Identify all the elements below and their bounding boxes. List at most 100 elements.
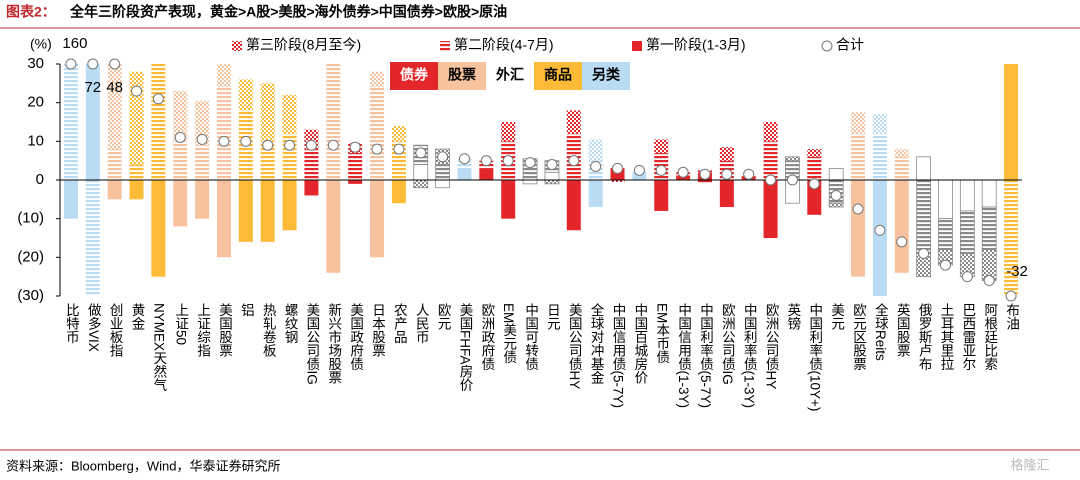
bar-segment [216, 64, 231, 88]
x-tick-label: 美国FHFA房价 [457, 303, 473, 392]
bar-segment [763, 141, 778, 180]
total-marker [830, 189, 842, 201]
x-tick-label: 螺纹钢 [282, 303, 298, 344]
x-tick-label: 欧元 [435, 303, 451, 330]
x-tick-label: 美国政府债 [348, 303, 364, 371]
x-tick-label: 上证综指 [195, 303, 211, 357]
bar-segment [632, 174, 647, 180]
bar-segment [129, 164, 144, 180]
bar-segment [566, 110, 581, 134]
bar-segment [916, 156, 932, 181]
bar-segment [326, 52, 340, 64]
bar-segment [894, 156, 909, 180]
x-tick-label: 英镑 [785, 303, 801, 330]
bar-segment [544, 179, 560, 185]
bar-segment [916, 179, 932, 254]
bar-segment [719, 147, 734, 161]
bar-segment [413, 179, 429, 189]
legend-label: 合计 [836, 37, 864, 53]
bar-segment [828, 167, 844, 181]
y-tick-label: 30 [27, 55, 44, 72]
bar-segment [370, 87, 385, 180]
total-marker [415, 147, 427, 159]
total-marker [393, 143, 405, 155]
x-tick-label: 欧元区股票 [851, 303, 867, 371]
total-marker [109, 58, 121, 70]
y-tick-label: 20 [27, 94, 44, 111]
bar-segment [763, 122, 778, 142]
total-marker [918, 247, 930, 259]
legend-swatch [440, 41, 450, 51]
total-marker [218, 135, 230, 147]
class-legend-label: 商品 [544, 67, 572, 83]
total-marker [808, 178, 820, 190]
bar-segment [1004, 335, 1018, 459]
x-tick-label: 布油 [1004, 303, 1020, 330]
y-tick-label: (10) [17, 210, 44, 227]
bar-segment [238, 180, 253, 242]
x-tick-label: EM本币债 [654, 303, 670, 364]
total-marker [786, 174, 798, 186]
total-marker [196, 133, 208, 145]
x-tick-label: 上证50 [173, 303, 189, 346]
bar-segment [588, 180, 603, 208]
bar-segment [304, 180, 319, 196]
bar-segment [370, 180, 385, 258]
total-marker [677, 166, 689, 178]
data-label: 160 [62, 35, 87, 52]
bar-segment [807, 149, 822, 157]
bar-segment [872, 133, 887, 180]
bar-segment [85, 180, 100, 296]
x-tick-label: 欧洲公司债HY [763, 303, 779, 390]
bar-segment [807, 180, 822, 215]
x-tick-label: 中国信用债(1-3Y) [676, 303, 692, 409]
bar-segment [107, 149, 122, 180]
bar-segment [981, 179, 997, 208]
data-label: -32 [1006, 263, 1028, 280]
legend-swatch [821, 40, 833, 52]
bar-segment [1004, 180, 1019, 296]
total-marker [896, 236, 908, 248]
bar-segment [610, 168, 625, 180]
total-marker [765, 174, 777, 186]
bar-segment [326, 180, 341, 273]
x-tick-label: 中国利率债(10Y+) [807, 303, 823, 412]
bar-segment [435, 164, 451, 181]
bar-segment [216, 87, 231, 180]
total-marker [262, 139, 274, 151]
total-marker [284, 139, 296, 151]
bar-segment [326, 64, 341, 180]
total-marker [174, 131, 186, 143]
x-tick-label: 农产品 [391, 303, 407, 344]
bar-segment [348, 180, 363, 184]
bar-segment [981, 206, 997, 250]
bar-segment [195, 180, 210, 219]
class-legend-box [390, 62, 438, 90]
legend-label: 第一阶段(1-3月) [646, 37, 746, 53]
x-tick-label: 日本股票 [370, 303, 386, 357]
bar-segment [522, 179, 538, 185]
y-unit: (%) [30, 36, 52, 52]
total-marker [655, 164, 667, 176]
total-marker [131, 85, 143, 97]
bar-segment [107, 64, 122, 150]
class-legend-label: 外汇 [496, 67, 524, 83]
total-marker [502, 155, 514, 167]
bar-segment [828, 202, 844, 208]
chart-title: 全年三阶段资产表现，黄金>A股>美股>海外债券>中国债券>欧股>原油 [69, 4, 507, 20]
total-marker [240, 135, 252, 147]
total-marker [961, 271, 973, 283]
class-legend-box [582, 62, 630, 90]
total-marker [633, 164, 645, 176]
total-marker [852, 203, 864, 215]
bar-segment [173, 180, 188, 227]
data-label: 48 [106, 79, 123, 96]
legend-swatch [232, 41, 242, 51]
watermark: 格隆汇 [1010, 457, 1049, 472]
total-marker [437, 151, 449, 163]
total-marker [480, 155, 492, 167]
total-marker [568, 155, 580, 167]
bar-segment [63, 180, 78, 219]
